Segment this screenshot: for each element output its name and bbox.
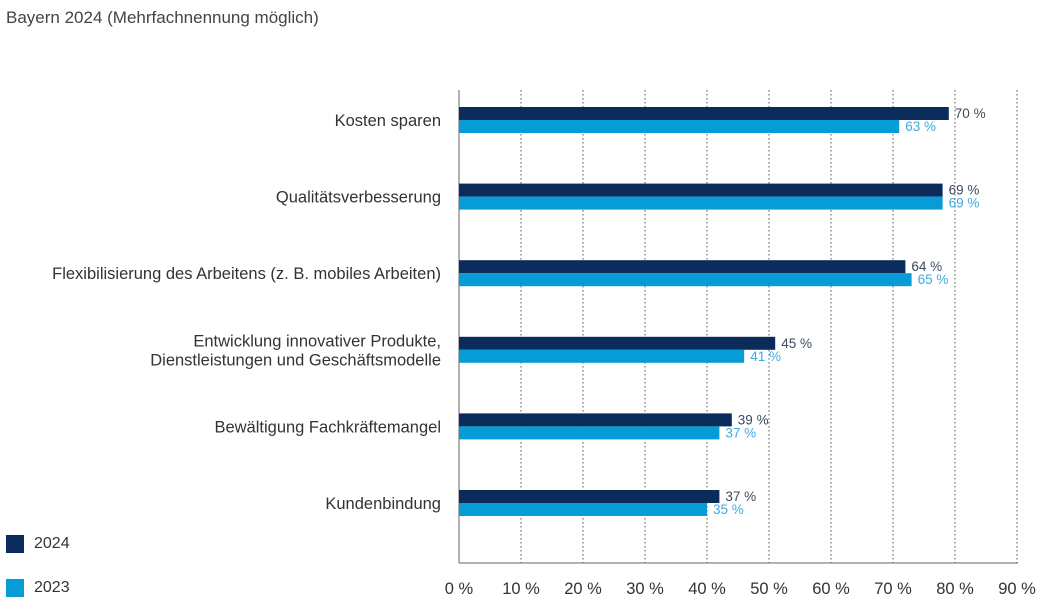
bar-2024-4 [459,336,776,350]
value-label-2024-6: 37 % [725,489,756,504]
legend-item-2024: 2024 [6,535,70,553]
bar-2024-3 [459,260,906,274]
category-label-5: Bewältigung Fachkräftemangel [214,418,441,436]
category-label-4-line-2: Dienstleistungen und Geschäftsmodelle [150,351,441,369]
value-label-2024-2: 69 % [949,183,980,198]
bar-2023-2 [459,196,943,210]
x-tick-label-30: 30 % [626,580,664,598]
category-label-6: Kundenbindung [325,495,441,513]
legend-swatch-2024 [6,535,24,553]
bar-2023-4 [459,349,745,363]
x-tick-label-0: 0 % [445,580,474,598]
value-label-2023-4: 41 % [750,349,781,364]
legend-swatch-2023 [6,579,24,597]
bar-2023-5 [459,426,720,440]
category-label-1: Kosten sparen [335,112,441,130]
x-tick-label-60: 60 % [812,580,850,598]
value-label-2023-2: 69 % [949,196,980,211]
x-tick-label-80: 80 % [936,580,974,598]
bar-2024-1 [459,107,949,120]
x-tick-label-20: 20 % [564,580,602,598]
bar-2023-1 [459,120,900,133]
value-label-2023-6: 35 % [713,502,744,517]
legend-item-2023: 2023 [6,579,70,597]
value-label-2024-1: 70 % [955,106,986,121]
value-label-2023-1: 63 % [905,119,936,134]
x-tick-label-40: 40 % [688,580,726,598]
legend-label-2024: 2024 [34,535,70,552]
value-label-2023-5: 37 % [725,425,756,440]
bar-2023-6 [459,503,707,516]
x-tick-label-10: 10 % [502,580,540,598]
category-label-2: Qualitätsverbesserung [276,189,441,207]
legend-label-2023: 2023 [34,579,70,596]
category-label-3: Flexibilisierung des Arbeitens (z. B. mo… [52,265,441,283]
x-tick-label-70: 70 % [874,580,912,598]
chart-subtitle: Bayern 2024 (Mehrfachnennung möglich) [6,8,319,27]
bar-2024-2 [459,183,943,197]
x-tick-label-50: 50 % [750,580,788,598]
value-label-2024-3: 64 % [911,259,942,274]
category-label-4-line-1: Entwicklung innovativer Produkte, [193,332,441,350]
bar-2024-6 [459,490,720,503]
bar-2023-3 [459,273,912,287]
value-label-2024-4: 45 % [781,336,812,351]
bar-2024-5 [459,413,732,427]
value-label-2023-3: 65 % [918,272,949,287]
value-label-2024-5: 39 % [738,412,769,427]
x-tick-label-90: 90 % [998,580,1036,598]
